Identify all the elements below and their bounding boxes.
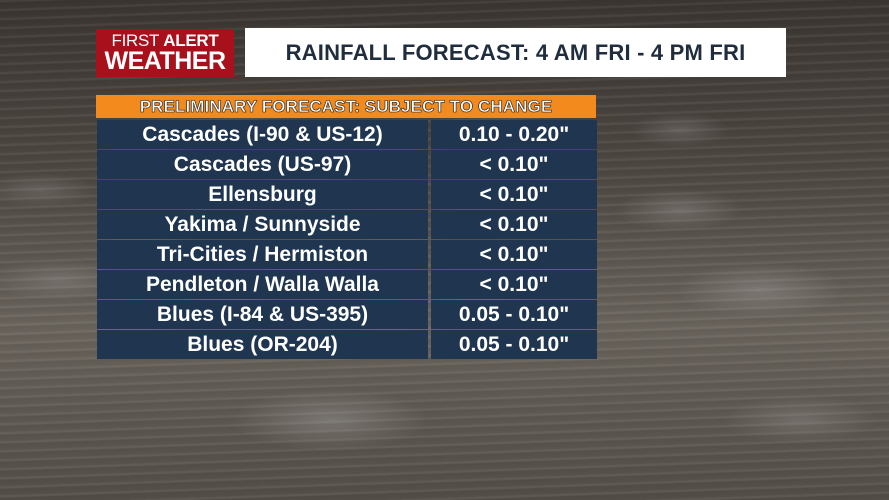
location-cell: Cascades (US-97) (97, 150, 428, 179)
preliminary-banner: PRELIMINARY FORECAST: SUBJECT TO CHANGE (96, 95, 596, 118)
amount-cell: 0.05 - 0.10" (431, 300, 597, 329)
rainfall-table: Cascades (I-90 & US-12) 0.10 - 0.20" Cas… (97, 120, 597, 360)
page-title: RAINFALL FORECAST: 4 AM FRI - 4 PM FRI (285, 39, 746, 65)
location-cell: Yakima / Sunnyside (97, 210, 428, 239)
location-cell: Cascades (I-90 & US-12) (97, 120, 428, 149)
logo-alert-text: ALERT (163, 31, 219, 50)
logo-line1: FIRST ALERT (112, 32, 219, 49)
table-row: Ellensburg < 0.10" (97, 180, 597, 209)
table-row: Blues (I-84 & US-395) 0.05 - 0.10" (97, 300, 597, 329)
amount-cell: 0.10 - 0.20" (431, 120, 597, 149)
banner-text: PRELIMINARY FORECAST: SUBJECT TO CHANGE (139, 96, 553, 116)
location-cell: Blues (I-84 & US-395) (97, 300, 428, 329)
location-cell: Blues (OR-204) (97, 330, 428, 359)
table-row: Tri-Cities / Hermiston < 0.10" (97, 240, 597, 269)
logo-weather-text: WEATHER (104, 47, 226, 75)
amount-cell: < 0.10" (431, 270, 597, 299)
logo-first-text: FIRST (111, 31, 160, 50)
table-row: Blues (OR-204) 0.05 - 0.10" (97, 330, 597, 359)
amount-cell: 0.05 - 0.10" (431, 330, 597, 359)
title-bar: RAINFALL FORECAST: 4 AM FRI - 4 PM FRI (245, 28, 786, 77)
location-cell: Pendleton / Walla Walla (97, 270, 428, 299)
table-row: Pendleton / Walla Walla < 0.10" (97, 270, 597, 299)
amount-cell: < 0.10" (431, 240, 597, 269)
amount-cell: < 0.10" (431, 210, 597, 239)
table-row: Cascades (US-97) < 0.10" (97, 150, 597, 179)
amount-cell: < 0.10" (431, 150, 597, 179)
location-cell: Ellensburg (97, 180, 428, 209)
table-row: Cascades (I-90 & US-12) 0.10 - 0.20" (97, 120, 597, 149)
amount-cell: < 0.10" (431, 180, 597, 209)
location-cell: Tri-Cities / Hermiston (97, 240, 428, 269)
first-alert-weather-logo: FIRST ALERT WEATHER (96, 29, 234, 77)
table-row: Yakima / Sunnyside < 0.10" (97, 210, 597, 239)
